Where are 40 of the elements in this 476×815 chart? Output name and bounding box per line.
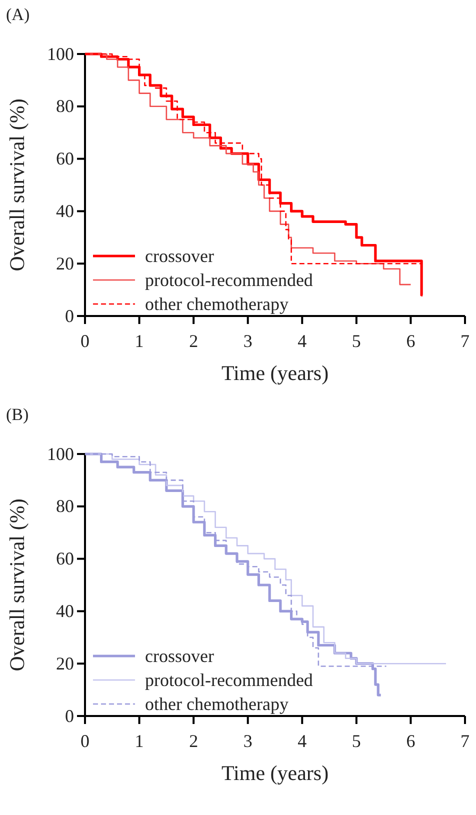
x-tick-label: 3 xyxy=(243,330,252,351)
x-tick-label: 1 xyxy=(134,730,144,751)
y-tick-label: 20 xyxy=(56,253,74,274)
y-tick-label: 100 xyxy=(47,44,74,64)
x-tick-label: 2 xyxy=(189,730,198,751)
x-tick-label: 5 xyxy=(352,330,361,351)
legend-label: other chemotherapy xyxy=(145,694,288,714)
y-axis-title: Overall survival (%) xyxy=(5,498,29,672)
x-tick-label: 6 xyxy=(406,330,416,351)
x-tick-label: 7 xyxy=(460,330,470,351)
x-tick-label: 2 xyxy=(189,330,198,351)
x-axis-title: Time (years) xyxy=(221,361,329,385)
y-tick-label: 40 xyxy=(56,200,74,221)
x-tick-label: 5 xyxy=(352,730,361,751)
y-tick-label: 60 xyxy=(56,148,74,169)
x-tick-label: 6 xyxy=(406,730,416,751)
legend-label: other chemotherapy xyxy=(145,294,288,314)
x-tick-label: 3 xyxy=(243,730,252,751)
y-tick-label: 0 xyxy=(65,306,74,326)
x-axis-title: Time (years) xyxy=(221,761,329,785)
x-tick-label: 0 xyxy=(80,330,90,351)
legend-label: protocol-recommended xyxy=(145,270,313,290)
legend-label: protocol-recommended xyxy=(145,670,313,690)
x-tick-label: 7 xyxy=(460,730,470,751)
y-tick-label: 40 xyxy=(56,600,74,621)
y-tick-label: 80 xyxy=(56,96,74,116)
chart-title: (A) xyxy=(6,5,30,24)
y-tick-label: 20 xyxy=(56,653,74,674)
y-tick-label: 0 xyxy=(65,706,74,726)
x-tick-label: 0 xyxy=(80,730,90,751)
legend-label: crossover xyxy=(145,246,214,266)
y-axis-title: Overall survival (%) xyxy=(5,98,29,272)
y-tick-label: 80 xyxy=(56,496,74,516)
x-tick-label: 1 xyxy=(134,330,144,351)
x-tick-label: 4 xyxy=(298,330,307,351)
y-tick-label: 100 xyxy=(47,444,74,464)
y-tick-label: 60 xyxy=(56,548,74,569)
legend-label: crossover xyxy=(145,646,214,666)
chart-title: (B) xyxy=(6,405,29,424)
x-tick-label: 4 xyxy=(298,730,307,751)
